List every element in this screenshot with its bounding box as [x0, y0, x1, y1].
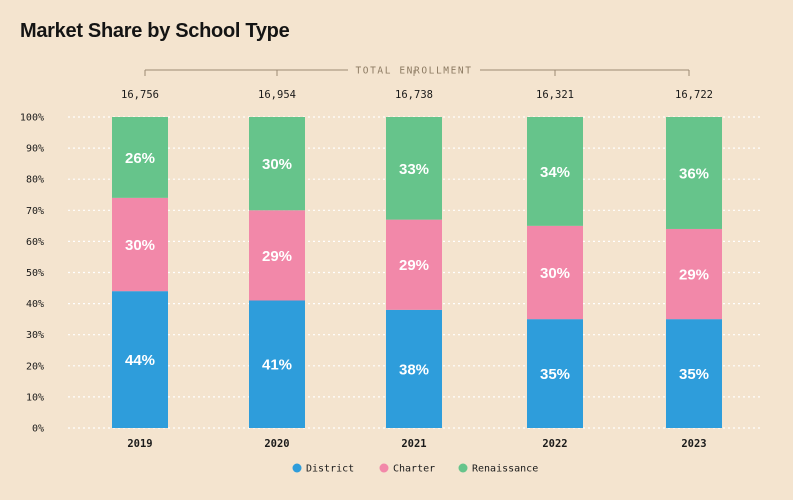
bar-segment-district [386, 309, 442, 428]
data-label: 34% [540, 164, 570, 181]
legend-label: Charter [393, 464, 435, 475]
data-label: 35% [540, 366, 570, 383]
total-enrollment-value: 16,954 [258, 89, 296, 101]
bar-segment-charter [666, 228, 722, 320]
y-tick-label: 30% [26, 330, 44, 341]
data-label: 44% [125, 352, 155, 369]
bar-segment-renaissance [249, 117, 305, 211]
y-tick-label: 80% [26, 175, 44, 186]
legend-marker-district [292, 463, 302, 473]
bar-segment-district [249, 300, 305, 428]
total-enrollment-value: 16,321 [536, 89, 574, 101]
data-label: 41% [262, 357, 292, 374]
data-label: 29% [262, 248, 292, 265]
bar-segment-district [666, 319, 722, 428]
total-enrollment-value: 16,738 [395, 89, 433, 101]
bar-segment-district [527, 319, 583, 428]
bar-segment-renaissance [386, 117, 442, 220]
bar-segment-renaissance [112, 117, 168, 198]
data-label: 38% [399, 361, 429, 378]
bar-segment-renaissance [666, 117, 722, 229]
y-tick-label: 100% [20, 113, 44, 124]
data-label: 26% [125, 150, 155, 167]
data-label: 29% [679, 267, 709, 284]
y-tick-label: 90% [26, 144, 44, 155]
y-tick-label: 70% [26, 206, 44, 217]
y-tick-label: 40% [26, 299, 44, 310]
y-tick-label: 10% [26, 392, 44, 403]
x-tick-label: 2020 [264, 438, 289, 450]
y-tick-label: 50% [26, 268, 44, 279]
bar-segment-district [112, 291, 168, 428]
data-label: 33% [399, 161, 429, 178]
data-label: 30% [262, 156, 292, 173]
data-label: 29% [399, 257, 429, 274]
x-tick-label: 2019 [127, 438, 152, 450]
bar-segment-charter [527, 225, 583, 320]
data-label: 35% [679, 366, 709, 383]
y-tick-label: 20% [26, 361, 44, 372]
total-enrollment-value: 16,722 [675, 89, 713, 101]
x-tick-label: 2021 [401, 438, 426, 450]
chart-title: Market Share by School Type [20, 20, 290, 42]
y-tick-label: 0% [32, 424, 44, 435]
y-tick-label: 60% [26, 237, 44, 248]
legend-label: District [306, 464, 354, 475]
data-label: 30% [540, 265, 570, 282]
bar-segment-renaissance [527, 117, 583, 226]
x-tick-label: 2022 [542, 438, 567, 450]
bar-segment-charter [249, 210, 305, 301]
bar-segment-charter [112, 197, 168, 292]
legend-marker-renaissance [458, 463, 468, 473]
bar-segment-charter [386, 219, 442, 310]
legend-label: Renaissance [472, 464, 538, 475]
legend-marker-charter [379, 463, 389, 473]
x-tick-label: 2023 [681, 438, 706, 450]
enrollment-label: TOTAL ENROLLMENT [355, 66, 472, 77]
total-enrollment-value: 16,756 [121, 89, 159, 101]
data-label: 30% [125, 237, 155, 254]
data-label: 36% [679, 165, 709, 182]
